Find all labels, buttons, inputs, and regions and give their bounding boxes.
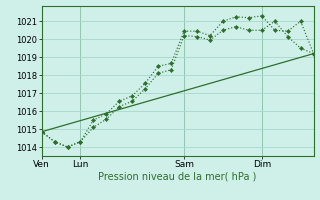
X-axis label: Pression niveau de la mer( hPa ): Pression niveau de la mer( hPa ) <box>99 172 257 182</box>
